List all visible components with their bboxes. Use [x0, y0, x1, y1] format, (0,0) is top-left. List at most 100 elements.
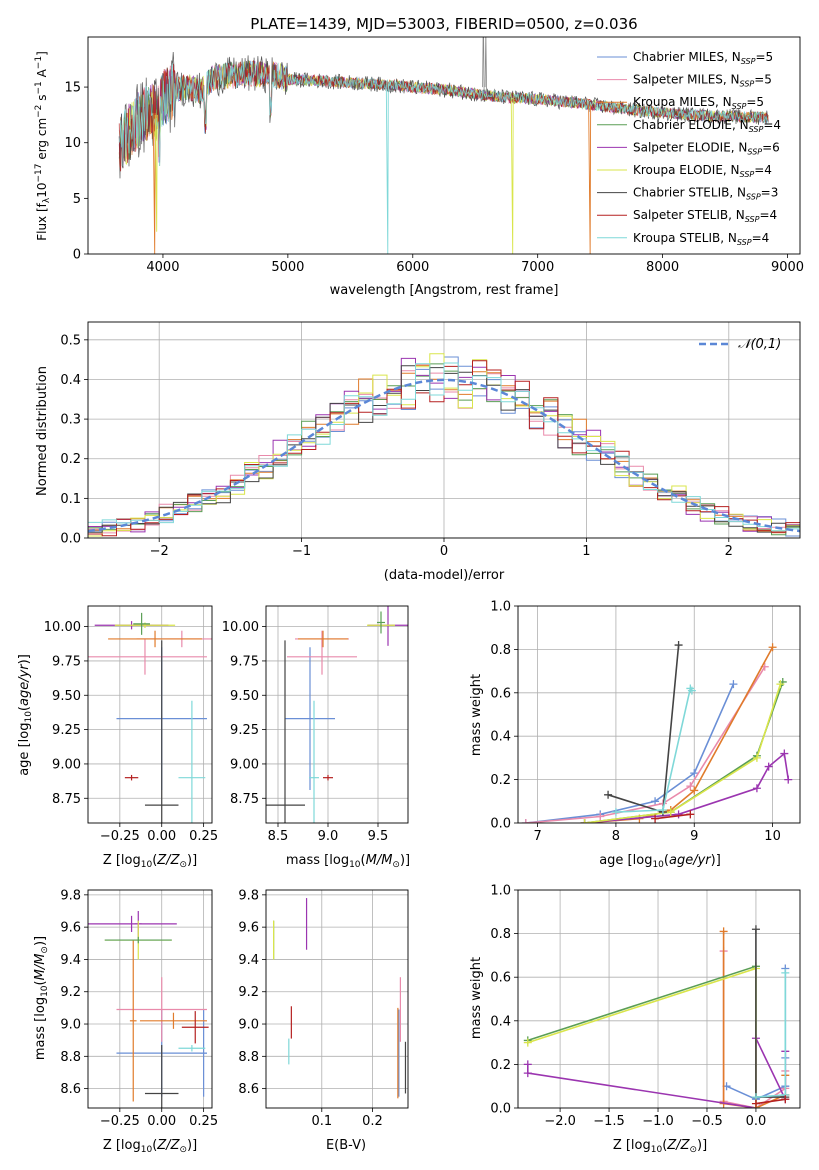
axes-frame [87, 605, 213, 824]
mw-marker-4-1 [674, 810, 683, 819]
axes: −0.25 0.00 0.25 8.6 8.8 9.0 9.2 9.4 9.6 9.8 [60, 888, 218, 1129]
y-tick-label: 0.6 [490, 971, 511, 986]
y-tick-label: 9.2 [238, 985, 259, 1000]
ageZ-ylabel: age [log10(age/yr)] [17, 654, 34, 776]
mw-marker-1-0 [521, 819, 530, 823]
x-tick-label: 9.0 [318, 829, 339, 844]
spectrum-xlabel: wavelength [Angstrom, rest frame] [330, 283, 559, 298]
plot-area [88, 322, 800, 538]
mw-marker-7-1 [658, 805, 667, 814]
y-tick-label: 9.75 [52, 654, 81, 669]
y-tick-label: 9.0 [60, 1018, 81, 1033]
massZ-xlabel: Z [log10(Z/Z⊙)] [103, 1138, 197, 1155]
axes-frame [265, 605, 409, 824]
x-tick-label: −0.25 [100, 829, 140, 844]
x-tick-label: 5000 [271, 260, 304, 275]
x-tick-label: 0.00 [147, 829, 176, 844]
hist-ylabel: Normed distribution [35, 366, 50, 496]
axes: 4000 5000 6000 7000 8000 9000 0 5 10 15 [64, 36, 804, 275]
y-tick-label: 0.1 [60, 492, 81, 507]
spectrum-dip-2 [510, 97, 514, 254]
mw-marker-2-4 [768, 643, 777, 652]
mw-series-4 [527, 1037, 787, 1108]
x-tick-label: 9.5 [368, 829, 389, 844]
x-tick-label: −1 [292, 544, 311, 559]
x-tick-label: −2.0 [544, 1114, 576, 1129]
x-tick-label: 10 [764, 829, 781, 844]
x-tick-label: 0.00 [147, 1114, 176, 1129]
mw-marker-1-1 [596, 812, 605, 821]
legend-label-5: Kroupa ELODIE, NSSP=4 [633, 163, 772, 179]
y-tick-label: 0.4 [490, 730, 511, 745]
y-tick-label: 10 [64, 136, 81, 151]
y-tick-label: 9.4 [60, 953, 81, 968]
plot-area [266, 890, 408, 1108]
mw-marker-5-2 [752, 753, 761, 762]
y-tick-label: 8.6 [60, 1082, 81, 1097]
x-tick-label: 0.25 [189, 1114, 218, 1129]
y-tick-label: 15 [64, 81, 81, 96]
mw-marker-4-4 [780, 749, 789, 758]
age-vs-Z-panel: −0.25 0.00 0.25 8.75 9.00 9.25 9.50 9.75 10.00 Z… [17, 605, 218, 870]
y-tick-label: 9.2 [60, 985, 81, 1000]
x-tick-label: −1.0 [642, 1114, 674, 1129]
axes: 0.1 0.2 8.6 8.8 9.0 9.2 9.4 9.6 9.8 [238, 888, 409, 1129]
y-tick-label: 9.75 [230, 654, 259, 669]
spectrum-dip-3 [588, 104, 592, 254]
plot-area [518, 890, 800, 1108]
gaussian-legend-label: 𝒩(0,1) [738, 337, 781, 352]
legend-label-2: Kroupa MILES, NSSP=5 [633, 95, 764, 111]
legend-label-8: Kroupa STELIB, NSSP=4 [633, 231, 769, 247]
y-tick-label: 9.6 [60, 921, 81, 936]
axes-frame [517, 605, 801, 824]
x-tick-label: 0 [440, 544, 448, 559]
y-tick-label: 0.6 [490, 686, 511, 701]
y-tick-label: 0.3 [60, 413, 81, 428]
mw-series-6 [755, 929, 786, 1098]
y-tick-label: 9.0 [238, 1018, 259, 1033]
x-tick-label: 8000 [646, 260, 679, 275]
x-tick-label: 8 [612, 829, 620, 844]
mw-marker-5-0 [580, 819, 589, 823]
mw-series-8 [755, 1098, 786, 1105]
y-tick-label: 10.00 [44, 620, 81, 635]
axes-frame [87, 889, 213, 1109]
axes-frame [87, 36, 801, 255]
mw-marker-5-3 [776, 680, 785, 689]
mw-marker-8-1 [686, 810, 695, 819]
mw-series-7 [755, 972, 787, 1098]
mw-marker-7-0 [611, 808, 620, 817]
mw-marker-5-0 [523, 1038, 532, 1047]
legend-label-6: Chabrier STELIB, NSSP=3 [633, 186, 778, 202]
hist-legend: 𝒩(0,1) [699, 337, 781, 352]
y-tick-label: 9.50 [230, 689, 259, 704]
mwZ-ylabel: mass weight [469, 957, 484, 1039]
x-tick-label: 0.2 [362, 1114, 383, 1129]
legend-label-3: Chabrier ELODIE, NSSP=4 [633, 118, 781, 134]
massZ-ylabel: mass [log10(M/M⊙)] [33, 936, 50, 1060]
legend-label-7: Salpeter STELIB, NSSP=4 [633, 208, 777, 224]
y-tick-label: 0.2 [490, 1058, 511, 1073]
mw-marker-4-3 [764, 762, 773, 771]
spectrum-dip-0 [152, 113, 156, 254]
mw-series-8 [655, 813, 691, 820]
spectrum-panel: 4000 5000 6000 7000 8000 9000 0 5 10 15 wavelengt… [34, 36, 804, 298]
y-tick-label: 9.6 [238, 921, 259, 936]
spectrum-ylabel: Flux [fλ10−17 erg cm−2 s−1 A−1] [34, 51, 52, 241]
plot-area [118, 37, 769, 254]
mw-marker-4-1 [523, 1069, 532, 1078]
spectrum-emission-1 [484, 37, 487, 93]
x-tick-label: −2 [150, 544, 169, 559]
hist-xlabel: (data-model)/error [384, 568, 505, 583]
massweight-vs-Z-panel: −2.0 −1.5 −1.0 −0.5 0.0 0.0 0.2 0.4 0.6 0.8 1.0 Z … [469, 884, 801, 1155]
x-tick-label: 9 [690, 829, 698, 844]
mw-marker-6-2 [674, 641, 683, 650]
x-tick-label: −1.5 [593, 1114, 625, 1129]
gaussian-curve [88, 378, 800, 533]
x-tick-label: 7000 [521, 260, 554, 275]
x-tick-label: −0.5 [691, 1114, 723, 1129]
mw-series-3 [584, 681, 784, 823]
mw-marker-4-0 [523, 1060, 532, 1069]
y-tick-label: 0.0 [490, 817, 511, 832]
mw-marker-0-3 [690, 769, 699, 778]
